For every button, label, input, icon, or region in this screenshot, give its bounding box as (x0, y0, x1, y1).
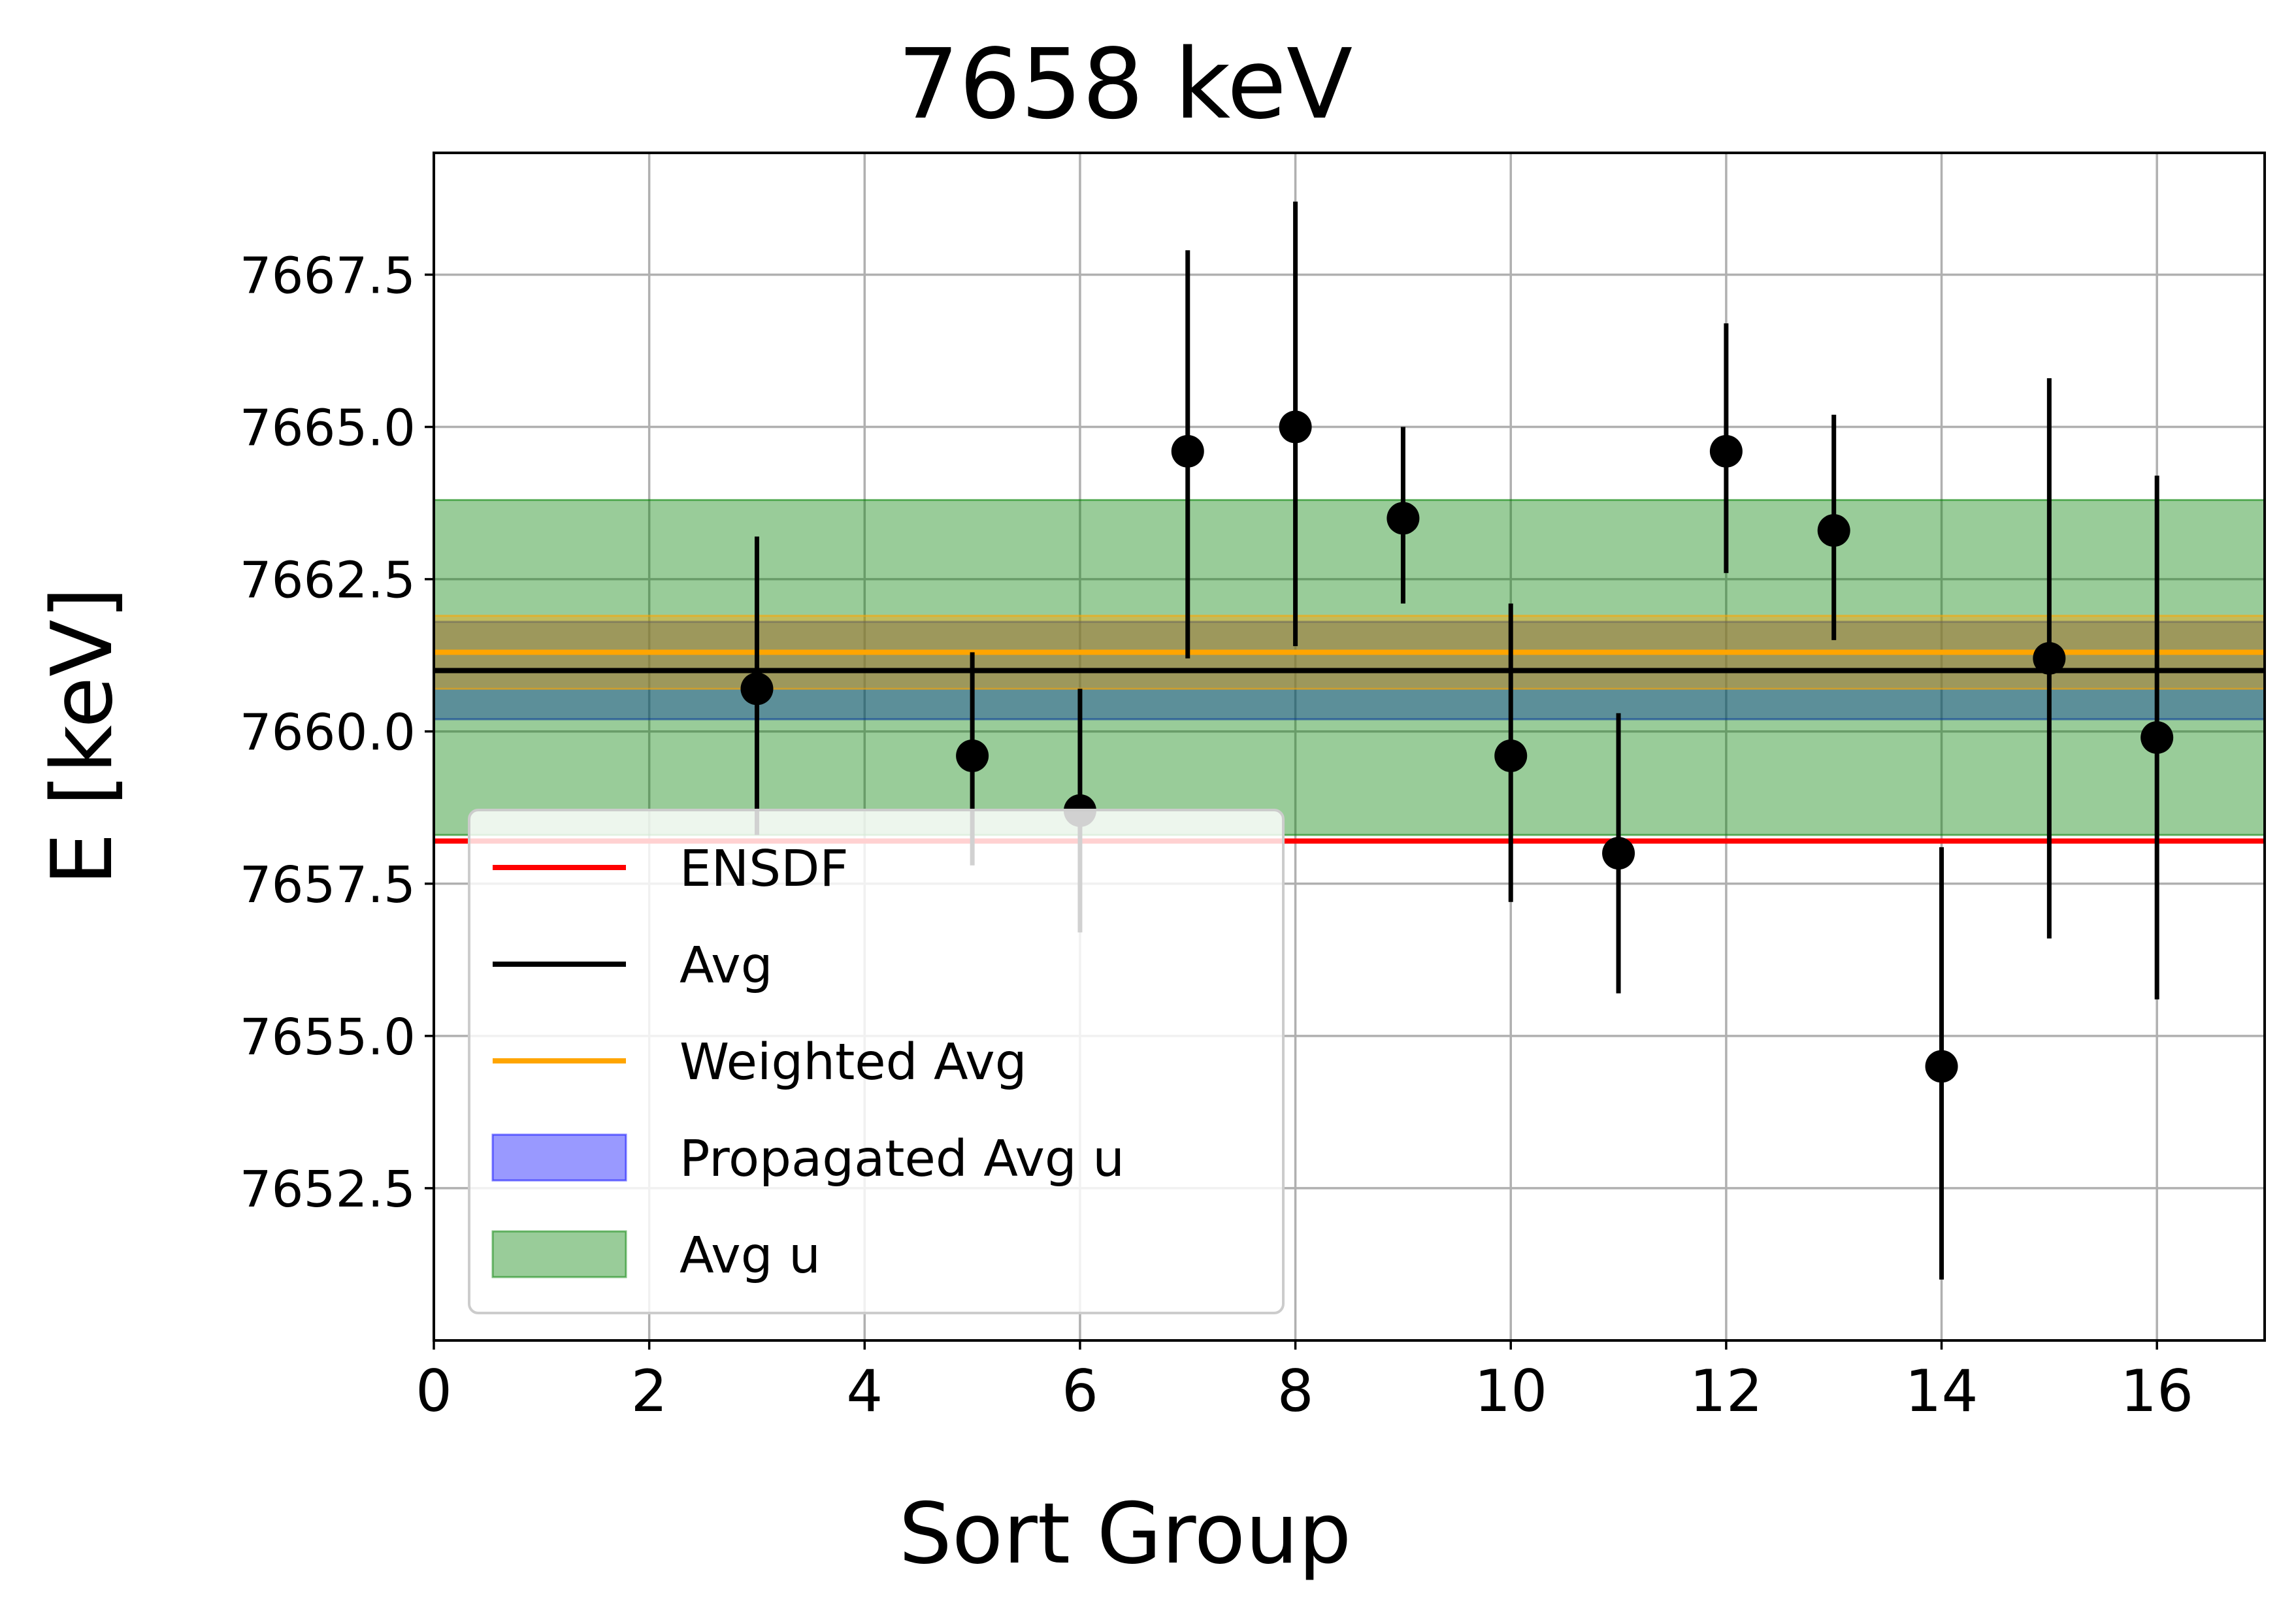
y-axis-label: E [keV] (34, 587, 131, 885)
y-tick-label: 7657.5 (240, 856, 416, 915)
legend: ENSDF Avg Weighted Avg Propagated Avg u Avg … (468, 809, 1285, 1314)
data-point (740, 672, 774, 706)
axis-ticks: 0 2 4 6 8 10 12 14 16 7652.5 7655.0 7657.5 7660.0 766… (240, 247, 2194, 1425)
data-point (1817, 514, 1850, 547)
x-tick-label: 10 (1474, 1357, 1547, 1425)
x-tick-label: 0 (416, 1357, 452, 1425)
data-point (1494, 739, 1528, 772)
legend-label: Propagated Avg u (680, 1130, 1124, 1188)
legend-box (468, 809, 1285, 1314)
y-tick-label: 7655.0 (240, 1009, 416, 1067)
legend-patch-swatch (491, 1133, 627, 1182)
data-point (2140, 721, 2174, 754)
x-tick-label: 2 (631, 1357, 668, 1425)
data-point (1279, 410, 1312, 444)
x-tick-label: 4 (846, 1357, 883, 1425)
data-point (1171, 434, 1204, 468)
x-tick-label: 6 (1062, 1357, 1098, 1425)
legend-label: ENSDF (680, 840, 849, 898)
data-point (1602, 837, 1635, 870)
data-point (1386, 502, 1420, 535)
data-point (1925, 1050, 1958, 1083)
legend-label: Avg (680, 937, 773, 995)
data-point (2033, 641, 2066, 675)
x-axis-label: Sort Group (899, 1485, 1352, 1583)
y-tick-label: 7660.0 (240, 704, 416, 762)
data-point (956, 739, 989, 772)
y-tick-label: 7667.5 (240, 247, 416, 305)
data-point (1709, 434, 1743, 468)
band-1 (433, 498, 2266, 836)
x-tick-label: 12 (1690, 1357, 1763, 1425)
legend-patch-swatch (491, 1230, 627, 1278)
chart-title: 7658 keV (898, 28, 1353, 140)
y-tick-label: 7662.5 (240, 552, 416, 610)
x-tick-label: 16 (2120, 1357, 2193, 1425)
y-tick-label: 7665.0 (240, 400, 416, 458)
x-tick-label: 8 (1277, 1357, 1314, 1425)
y-tick-label: 7652.5 (240, 1161, 416, 1219)
x-tick-label: 14 (1905, 1357, 1978, 1425)
legend-label: Avg u (680, 1227, 821, 1285)
grid (433, 153, 2265, 1340)
legend-label: Weighted Avg (680, 1033, 1027, 1092)
plot-frame (433, 152, 2266, 1342)
uncertainty-bands (433, 498, 2266, 836)
